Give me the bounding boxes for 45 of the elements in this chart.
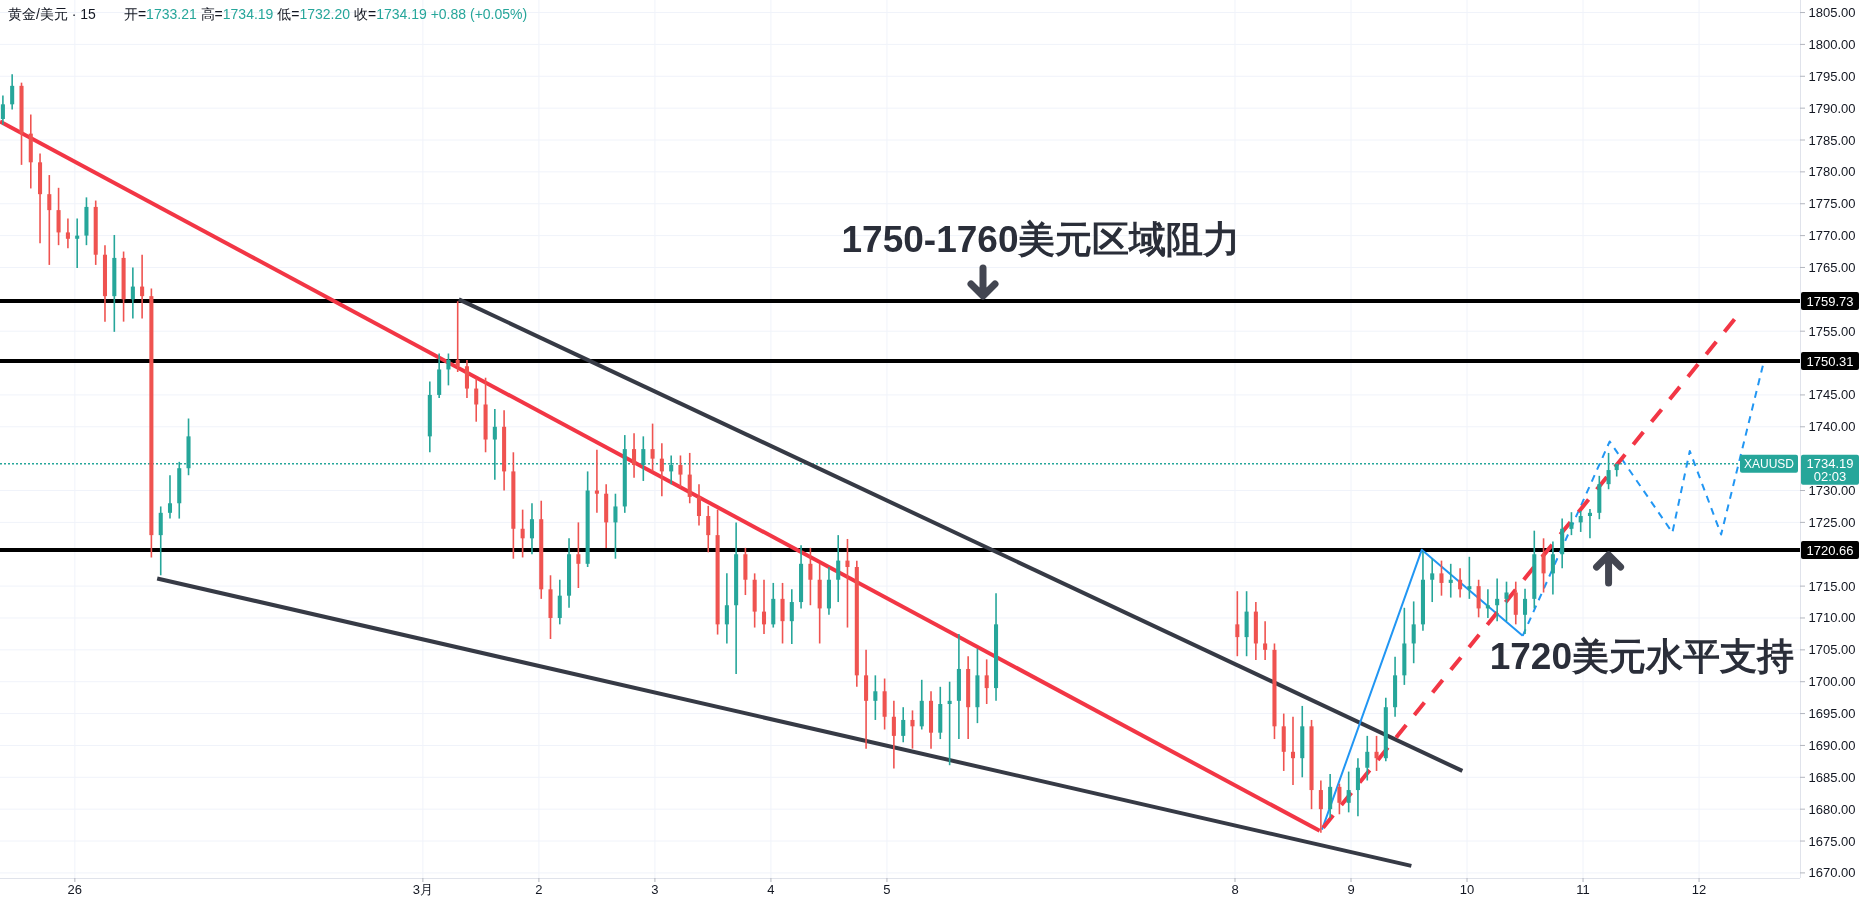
ref-line-label: 1759.73 <box>1806 293 1854 309</box>
x-tick-label: 4 <box>767 882 775 897</box>
x-tick-label: 3月 <box>412 882 434 897</box>
x-tick-label: 9 <box>1347 882 1355 897</box>
header: 黄金/美元 · 15 开=1733.21 高=1734.19 低=1732.20 收=1734.19 +0.88 (+0.05%) <box>8 6 528 22</box>
y-tick-label: 1730.00 <box>1808 483 1856 499</box>
x-tick-label: 5 <box>883 882 891 897</box>
y-tick-label: 1705.00 <box>1808 642 1856 658</box>
x-tick-label: 3 <box>651 882 659 897</box>
x-tick-label: 12 <box>1691 882 1707 897</box>
x-tick-label: 26 <box>67 882 83 897</box>
y-tick-label: 1695.00 <box>1808 706 1856 722</box>
ref-line-label: 1750.31 <box>1806 353 1854 369</box>
y-tick-label: 1690.00 <box>1808 737 1856 753</box>
x-tick-label: 10 <box>1459 882 1475 897</box>
y-tick-label: 1800.00 <box>1808 36 1856 52</box>
y-tick-label: 1675.00 <box>1808 833 1856 849</box>
y-tick-label: 1755.00 <box>1808 323 1856 339</box>
y-tick-label: 1715.00 <box>1808 578 1856 594</box>
y-tick-label: 1670.00 <box>1808 865 1856 881</box>
annotation: 1750-1760美元区域阻力 <box>841 219 1241 260</box>
x-tick-label: 11 <box>1576 882 1590 897</box>
y-tick-label: 1775.00 <box>1808 196 1856 212</box>
ref-line-label: 1720.66 <box>1806 542 1854 558</box>
y-tick-label: 1745.00 <box>1808 387 1856 403</box>
y-tick-label: 1770.00 <box>1808 228 1856 244</box>
x-tick-label: 2 <box>535 882 543 897</box>
y-tick-label: 1680.00 <box>1808 801 1856 817</box>
y-tick-label: 1780.00 <box>1808 164 1856 180</box>
y-tick-label: 1785.00 <box>1808 132 1856 148</box>
ref-line: 1720.66 <box>0 541 1859 560</box>
y-tick-label: 1790.00 <box>1808 100 1856 116</box>
y-tick-label: 1700.00 <box>1808 674 1856 690</box>
y-tick-label: 1765.00 <box>1808 259 1856 275</box>
annotation: 1720美元水平支持 <box>1489 636 1794 678</box>
y-tick-label: 1805.00 <box>1808 5 1856 21</box>
y-tick-label: 1725.00 <box>1808 514 1856 530</box>
y-tick-label: 1795.00 <box>1808 68 1856 84</box>
x-tick-label: 8 <box>1231 882 1239 897</box>
ref-line: 1759.73 <box>0 292 1859 311</box>
ref-line: 1750.31 <box>0 352 1859 371</box>
ref-line-label: 1734.19 02:03 <box>1806 456 1854 485</box>
y-tick-label: 1685.00 <box>1808 769 1856 785</box>
y-tick-label: 1740.00 <box>1808 419 1856 435</box>
y-tick-label: 1710.00 <box>1808 610 1856 626</box>
